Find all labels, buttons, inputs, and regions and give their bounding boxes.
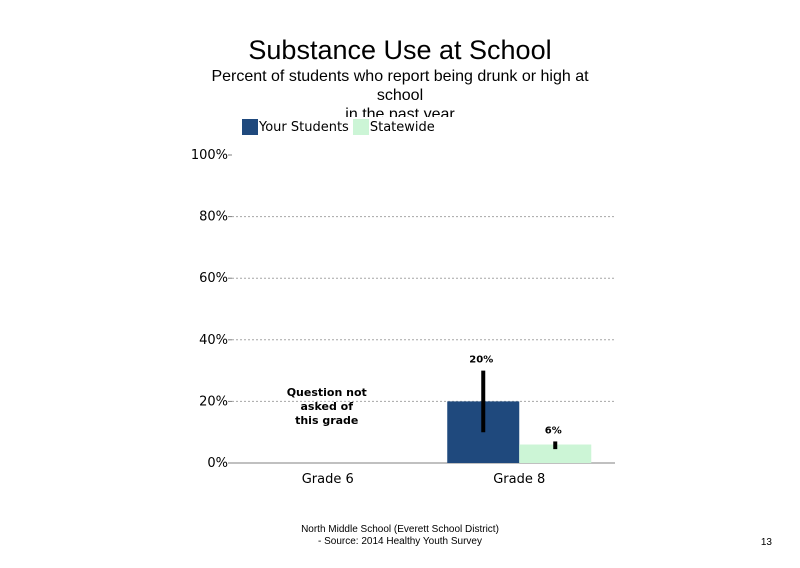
legend-item-statewide: Statewide: [352, 119, 435, 135]
legend-label: Statewide: [369, 119, 435, 135]
annotation-text: asked of: [301, 400, 354, 413]
subtitle-line: school: [376, 87, 424, 104]
footer-source: North Middle School (Everett School Dist…: [200, 524, 600, 548]
y-tick-label: 80%: [199, 210, 228, 225]
legend-item-your-students: Your Students: [242, 119, 349, 135]
legend-label: Your Students: [259, 119, 349, 135]
subtitle-line: in the past year: [345, 106, 455, 117]
y-tick-label: 0%: [207, 456, 228, 471]
annotation-text: this grade: [295, 414, 358, 427]
y-tick-label: 40%: [199, 333, 228, 348]
legend-swatch: [352, 119, 369, 135]
x-category-label: Grade 6: [302, 472, 354, 487]
y-tick-label: 60%: [199, 271, 228, 286]
footer-source-line: - Source: 2014 Healthy Youth Survey: [318, 536, 482, 547]
subtitle-line: Percent of students who report being dru…: [211, 68, 589, 85]
data-label: 20%: [469, 355, 493, 366]
chart-title: Substance Use at School: [248, 35, 552, 65]
data-label: 6%: [545, 425, 562, 436]
y-tick-label: 100%: [191, 148, 228, 163]
chart-subtitle: Percent of students who report being dru…: [200, 67, 600, 117]
bar-statewide: [519, 444, 592, 463]
legend-swatch: [242, 119, 258, 135]
page-number: 13: [760, 537, 772, 548]
y-tick-label: 20%: [199, 394, 228, 409]
x-category-label: Grade 8: [493, 472, 545, 487]
annotation-text: Question not: [287, 386, 367, 399]
chart-legend: Your Students Statewide: [242, 118, 435, 136]
footer-school: North Middle School (Everett School Dist…: [301, 524, 499, 535]
